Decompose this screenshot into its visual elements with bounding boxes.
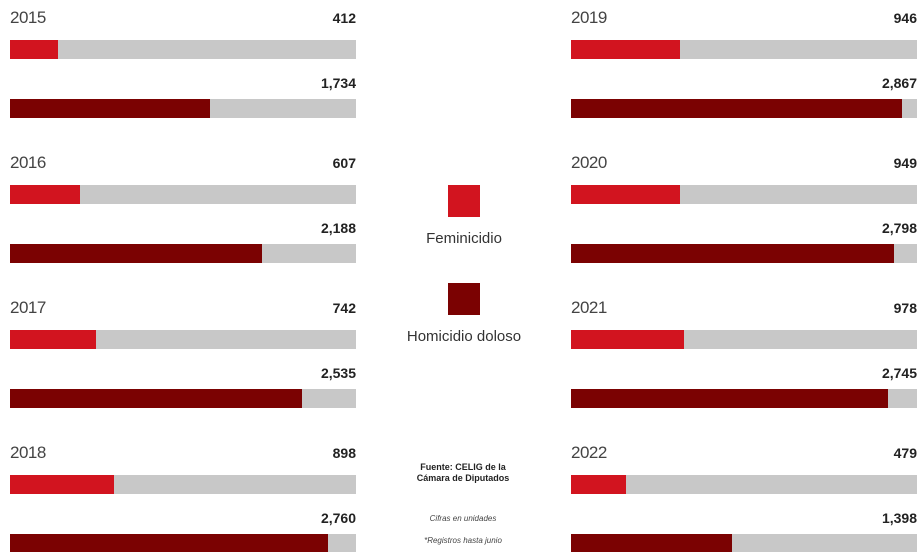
year-label: 2015: [10, 8, 46, 27]
bar-track: [10, 99, 356, 118]
bar-track: [10, 389, 356, 408]
bar: [571, 330, 684, 349]
value-label: 1,398: [881, 510, 917, 526]
bar: [10, 475, 114, 494]
bar-track: [571, 475, 917, 494]
bar: [571, 185, 681, 204]
year-label: 2022: [571, 443, 607, 462]
bar: [10, 330, 96, 349]
bar-track: [571, 534, 917, 552]
bar-track: [10, 534, 356, 552]
value-label: 2,798: [881, 220, 917, 236]
bar: [571, 389, 888, 408]
year-label: 2017: [10, 298, 46, 317]
bar-track: [10, 330, 356, 349]
source: Fuente: CELIG de la Cámara de Diputados: [416, 462, 510, 483]
value-label: 2,760: [320, 510, 356, 526]
note: Cifras en unidades: [429, 514, 497, 523]
legend-label: Homicidio doloso: [406, 328, 522, 345]
year-label: 2020: [571, 153, 607, 172]
bar: [10, 389, 303, 408]
value-label: 479: [893, 445, 917, 461]
bar-track: [571, 244, 917, 263]
bar: [10, 99, 210, 118]
bar: [571, 244, 894, 263]
value-label: 898: [332, 445, 356, 461]
bar: [571, 475, 627, 494]
value-label: 412: [332, 10, 356, 26]
year-label: 2021: [571, 298, 607, 317]
bar: [571, 40, 681, 59]
value-label: 607: [332, 155, 356, 171]
value-label: 978: [893, 300, 917, 316]
bar-track: [571, 40, 917, 59]
bar-track: [571, 185, 917, 204]
bar-track: [10, 185, 356, 204]
value-label: 2,188: [320, 220, 356, 236]
bar: [10, 40, 58, 59]
value-label: 949: [893, 155, 917, 171]
note: *Registros hasta junio: [424, 536, 502, 545]
bar-track: [10, 40, 356, 59]
year-label: 2018: [10, 443, 46, 462]
bar: [10, 534, 329, 552]
value-label: 2,535: [320, 365, 356, 381]
year-label: 2016: [10, 153, 46, 172]
bar: [571, 99, 902, 118]
value-label: 946: [893, 10, 917, 26]
value-label: 742: [332, 300, 356, 316]
bar: [10, 185, 80, 204]
value-label: 2,867: [881, 75, 917, 91]
legend-swatch: [448, 185, 480, 217]
bar-track: [10, 244, 356, 263]
bar-track: [571, 99, 917, 118]
bar-track: [10, 475, 356, 494]
bar: [571, 534, 733, 552]
value-label: 1,734: [320, 75, 356, 91]
year-label: 2019: [571, 8, 607, 27]
legend-label: Feminicidio: [426, 230, 502, 247]
bar-track: [571, 330, 917, 349]
legend-swatch: [448, 283, 480, 315]
bar: [10, 244, 263, 263]
value-label: 2,745: [881, 365, 917, 381]
bar-track: [571, 389, 917, 408]
